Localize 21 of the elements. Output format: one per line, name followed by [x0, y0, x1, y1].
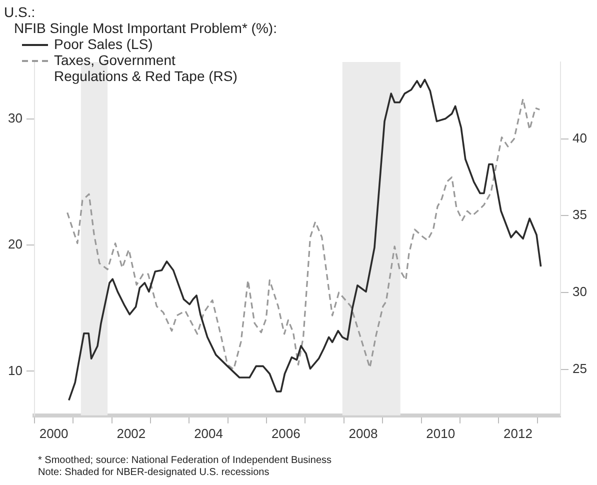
x-tick-label: 2012	[504, 426, 532, 441]
x-tick-label: 2006	[271, 426, 300, 441]
line-series	[66, 98, 540, 370]
y-tick-label: 30	[8, 110, 22, 126]
x-tick-label: 2010	[426, 426, 456, 441]
x-tick-label: 2000	[39, 426, 68, 441]
y-tick-label: 20	[8, 236, 22, 252]
chart-subtitle: NFIB Single Most Important Problem* (%):	[14, 20, 277, 36]
text: * Smoothed; source: National Federation of Independent Business	[38, 455, 332, 467]
legend-label: Taxes, Government Regulations & Red Tape (RS)	[54, 52, 238, 84]
y2-tick-label: 40	[572, 130, 588, 146]
text: Note: Shaded for NBER-designated U.S. recessions	[38, 467, 270, 479]
y-tick-label: 10	[8, 362, 22, 378]
x-tick-label: 2002	[116, 426, 146, 441]
chart-title: U.S.:	[4, 4, 36, 20]
y2-tick-label: 35	[572, 207, 588, 222]
y2-tick-label: 30	[572, 284, 588, 300]
y2-tick-label: 25	[572, 360, 588, 376]
legend-label: Poor Sales (LS)	[54, 36, 153, 52]
x-tick-label: 2008	[348, 426, 378, 441]
x-tick-label: 2004	[194, 426, 223, 441]
